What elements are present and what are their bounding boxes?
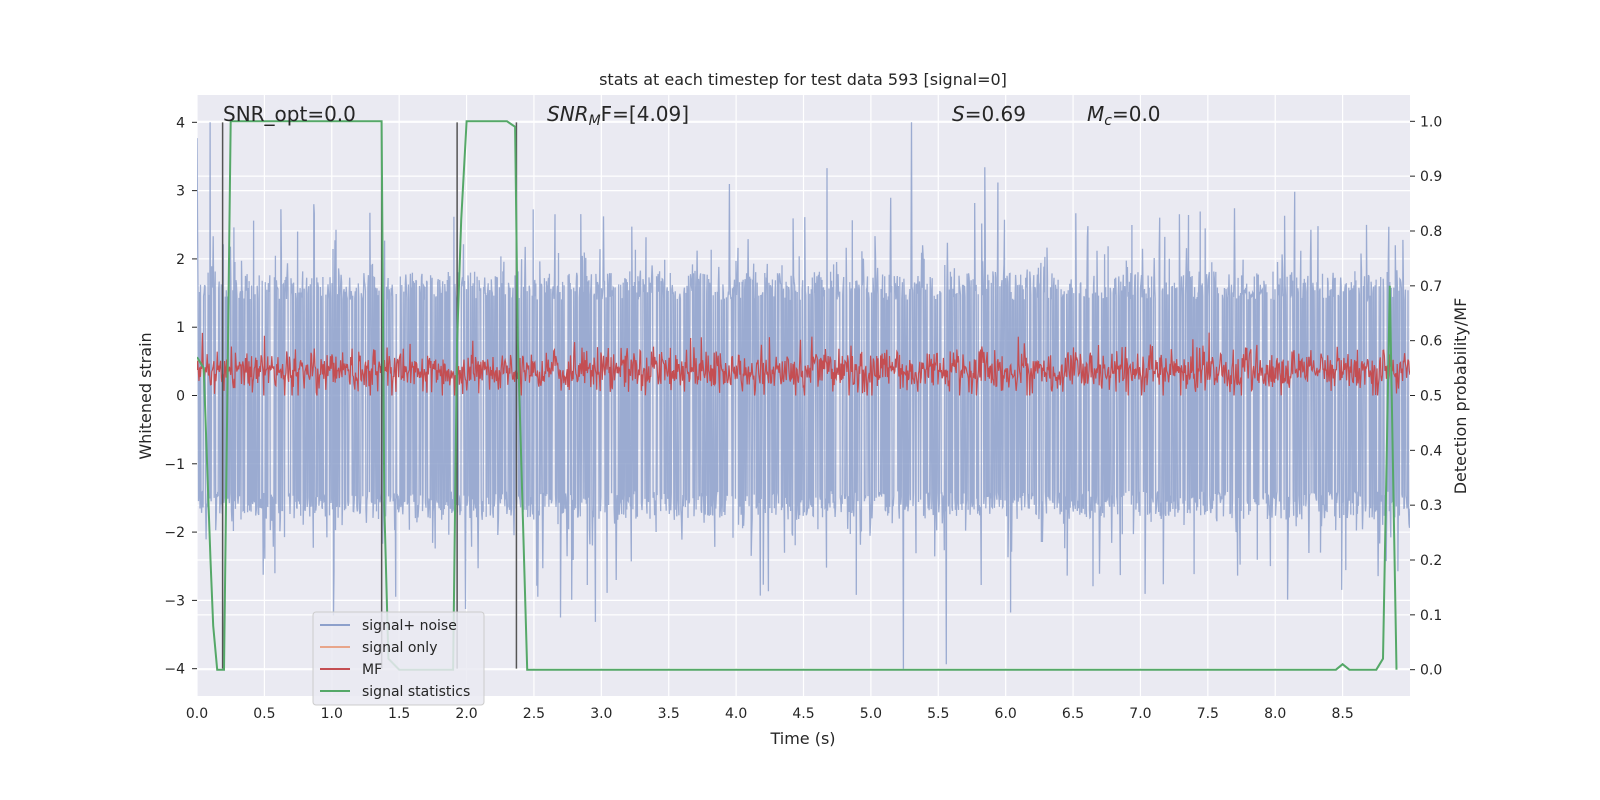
y-tick-label: 4: [176, 115, 185, 131]
x-tick-label: 8.5: [1331, 706, 1353, 722]
y-tick-label: −4: [164, 662, 185, 678]
y-tick-label: 2: [176, 252, 185, 268]
x-tick-label: 0.0: [186, 706, 208, 722]
x-tick-label: 4.0: [725, 706, 747, 722]
x-tick-label: 2.0: [455, 706, 477, 722]
snr-mf-prefix: SNR: [547, 102, 589, 126]
y-tick-label: −2: [164, 525, 185, 541]
x-axis-label: Time (s): [769, 729, 835, 748]
mc-symbol: M: [1087, 102, 1104, 126]
x-tick-label: 5.5: [927, 706, 949, 722]
snr-mf-rest: F=[4.09]: [601, 102, 689, 126]
x-tick-label: 6.5: [1062, 706, 1084, 722]
data-layer: [197, 120, 1410, 671]
chart-title: stats at each timestep for test data 593…: [599, 70, 1007, 89]
y-right-tick-label: 0.2: [1420, 553, 1442, 569]
annotation-snr-mf: SNRMF=[4.09]: [547, 102, 689, 129]
s-symbol: S: [952, 102, 965, 126]
y-tick-label: 0: [176, 389, 185, 405]
ticks: 0.0 0.5 1.0 1.5 2.0 2.5 3.0 3.5 4.0 4.5 5.0 5.5 6.0 6…: [164, 114, 1442, 722]
y-tick-label: −3: [164, 593, 185, 609]
x-tick-label: 8.0: [1264, 706, 1286, 722]
mc-value: =0.0: [1112, 102, 1161, 126]
annotation-snr-opt: SNR_opt=0.0: [223, 102, 356, 126]
legend-label: signal only: [362, 640, 437, 656]
y-axis-label: Whitened strain: [136, 332, 155, 459]
legend-label: MF: [362, 662, 382, 678]
y-tick-label: 3: [176, 184, 185, 200]
x-tick-label: 5.0: [860, 706, 882, 722]
mc-sub: c: [1104, 113, 1112, 129]
x-tick-label: 1.5: [388, 706, 410, 722]
snr-mf-sub: M: [589, 113, 601, 129]
y-right-tick-label: 0.4: [1420, 443, 1442, 459]
legend-label: signal statistics: [362, 684, 470, 700]
y-tick-label: 1: [176, 320, 185, 336]
y-right-tick-label: 0.3: [1420, 498, 1442, 514]
y-right-tick-label: 0.7: [1420, 279, 1442, 295]
y-right-tick-label: 0.1: [1420, 608, 1442, 624]
legend-label: signal+ noise: [362, 618, 457, 634]
x-tick-label: 2.5: [523, 706, 545, 722]
annotation-s: S=0.69: [952, 102, 1026, 126]
y-right-tick-label: 0.6: [1420, 334, 1442, 350]
legend: signal+ noise signal only MF signal statist…: [312, 611, 485, 706]
x-tick-label: 0.5: [253, 706, 275, 722]
y-tick-label: −1: [164, 457, 185, 473]
annotation-mc: Mc=0.0: [1087, 102, 1161, 129]
x-tick-label: 4.5: [792, 706, 814, 722]
y-right-tick-label: 0.9: [1420, 169, 1442, 185]
x-tick-label: 3.5: [658, 706, 680, 722]
series-signal-noise: [197, 122, 1410, 669]
series-mf: [197, 332, 1410, 396]
x-tick-label: 1.0: [321, 706, 343, 722]
y-axis-right-label: Detection probability/MF: [1451, 298, 1470, 495]
legend-box: [312, 611, 485, 706]
s-value: =0.69: [965, 102, 1026, 126]
x-tick-label: 6.0: [995, 706, 1017, 722]
x-tick-label: 7.5: [1197, 706, 1219, 722]
y-right-tick-label: 0.8: [1420, 224, 1442, 240]
y-right-tick-label: 1.0: [1420, 114, 1442, 130]
y-right-tick-label: 0.5: [1420, 389, 1442, 405]
y-right-tick-label: 0.0: [1420, 663, 1442, 679]
x-tick-label: 7.0: [1129, 706, 1151, 722]
series-signal-statistics: [197, 120, 1398, 671]
x-tick-label: 3.0: [590, 706, 612, 722]
